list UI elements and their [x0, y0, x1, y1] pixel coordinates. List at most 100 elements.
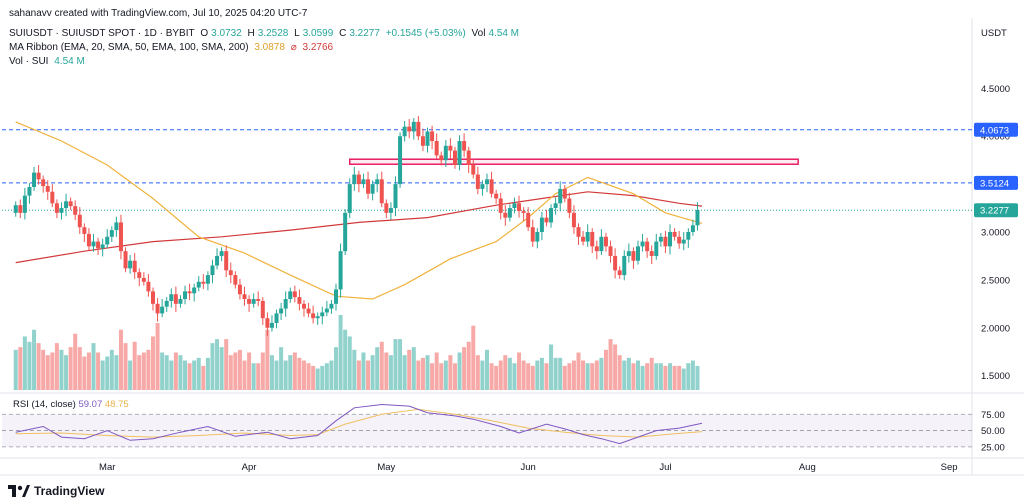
- rsi-legend[interactable]: RSI (14, close) 59.07 48.75: [13, 399, 129, 410]
- resistance-zone-box: [348, 158, 799, 165]
- volume-bar: [334, 347, 339, 390]
- candle-body: [173, 294, 178, 304]
- low-value: 3.0599: [302, 28, 334, 39]
- candle-body: [544, 217, 549, 223]
- candle-body: [82, 227, 87, 234]
- x-tick-label: Jun: [521, 462, 536, 473]
- candle-body: [169, 294, 174, 301]
- volume-bar: [18, 347, 23, 390]
- candle-body: [398, 136, 403, 185]
- volume-bar: [645, 363, 650, 390]
- volume-bar: [45, 355, 50, 390]
- volume-bar: [251, 363, 256, 390]
- volume-bar: [594, 360, 599, 390]
- candle-body: [338, 251, 343, 290]
- candle-body: [132, 260, 137, 273]
- tradingview-brand[interactable]: TradingView: [8, 484, 104, 498]
- volume-legend[interactable]: Vol · SUI 4.54 M: [9, 56, 88, 67]
- volume-bar: [13, 349, 18, 390]
- volume-bar: [219, 347, 224, 390]
- candle-body: [622, 255, 627, 276]
- candle-body: [164, 300, 169, 307]
- candle-body: [265, 318, 270, 328]
- volume-bar: [73, 333, 78, 390]
- candle-body: [420, 136, 425, 146]
- volume-bar: [553, 357, 558, 390]
- volume-bar: [297, 357, 302, 390]
- candle-body: [288, 291, 293, 300]
- candle-body: [274, 313, 279, 323]
- candle-body: [91, 241, 96, 247]
- volume-bar: [626, 357, 631, 390]
- volume-bar: [411, 347, 416, 390]
- candle-body: [681, 239, 686, 244]
- volume-bar: [324, 363, 329, 390]
- volume-bar: [466, 341, 471, 390]
- candle-body: [617, 270, 622, 276]
- candle-body: [100, 244, 105, 249]
- candle-body: [215, 255, 220, 266]
- price-level-tag: [974, 203, 1018, 218]
- candle-body: [59, 208, 64, 213]
- y-tick-label: 4.0000: [981, 132, 1010, 143]
- volume-bar: [480, 360, 485, 390]
- volume-bar: [567, 363, 572, 390]
- candle-body: [150, 291, 155, 304]
- volume-bar: [370, 355, 375, 390]
- volume-bar: [183, 360, 188, 390]
- volume-bar: [86, 352, 91, 390]
- volume-bar: [690, 360, 695, 390]
- candle-body: [558, 188, 563, 204]
- volume-bar: [622, 360, 627, 390]
- ma-ribbon-legend[interactable]: MA Ribbon (EMA, 20, SMA, 50, EMA, 100, S…: [9, 42, 336, 53]
- candle-body: [237, 284, 242, 295]
- volume-sui-label: Vol · SUI: [9, 56, 49, 67]
- candle-body: [50, 191, 55, 204]
- candle-body: [86, 233, 91, 247]
- candle-body: [585, 232, 590, 242]
- candle-body: [480, 184, 485, 189]
- y-tick-label: 4.5000: [981, 84, 1010, 95]
- volume-bar: [452, 363, 457, 390]
- volume-bar: [132, 341, 137, 390]
- volume-bar: [41, 349, 46, 390]
- candle-body: [279, 308, 284, 314]
- candle-body: [649, 251, 654, 256]
- volume-bar: [517, 352, 522, 390]
- volume-bar: [530, 365, 535, 390]
- ma-ribbon-label: MA Ribbon (EMA, 20, SMA, 50, EMA, 100, S…: [9, 42, 249, 53]
- ma-ribbon-sma-value: 3.2766: [302, 42, 334, 53]
- x-tick-label: Jul: [659, 462, 671, 473]
- volume-bar: [228, 355, 233, 390]
- volume-bar: [260, 352, 265, 390]
- candle-body: [448, 145, 453, 151]
- ma-ribbon-ema-value: 3.0878: [254, 42, 285, 53]
- candle-body: [224, 251, 229, 271]
- candle-body: [201, 281, 206, 284]
- high-label: H: [247, 28, 255, 39]
- symbol-info[interactable]: SUIUSDT · SUIUSDT SPOT · 1D · BYBIT: [9, 28, 195, 39]
- candle-body: [315, 316, 320, 319]
- candle-body: [18, 205, 23, 213]
- volume-label: Vol: [471, 28, 486, 39]
- candle-body: [640, 241, 645, 247]
- candle-body: [361, 179, 366, 185]
- volume-bar: [315, 368, 320, 390]
- candle-body: [672, 232, 677, 237]
- volume-bar: [507, 357, 512, 390]
- candle-body: [452, 150, 457, 165]
- volume-bar: [224, 339, 229, 390]
- volume-bar: [105, 356, 110, 390]
- candle-body: [334, 289, 339, 304]
- volume-bar: [301, 360, 306, 390]
- volume-bar: [585, 363, 590, 390]
- candle-body: [269, 322, 274, 328]
- candle-body: [571, 212, 576, 228]
- volume-bar: [393, 339, 398, 390]
- symbol-legend[interactable]: SUIUSDT · SUIUSDT SPOT · 1D · BYBIT O 3.0…: [9, 28, 522, 39]
- candle-body: [507, 208, 512, 218]
- candle-body: [645, 241, 650, 252]
- candle-body: [160, 306, 165, 314]
- candle-body: [196, 281, 201, 288]
